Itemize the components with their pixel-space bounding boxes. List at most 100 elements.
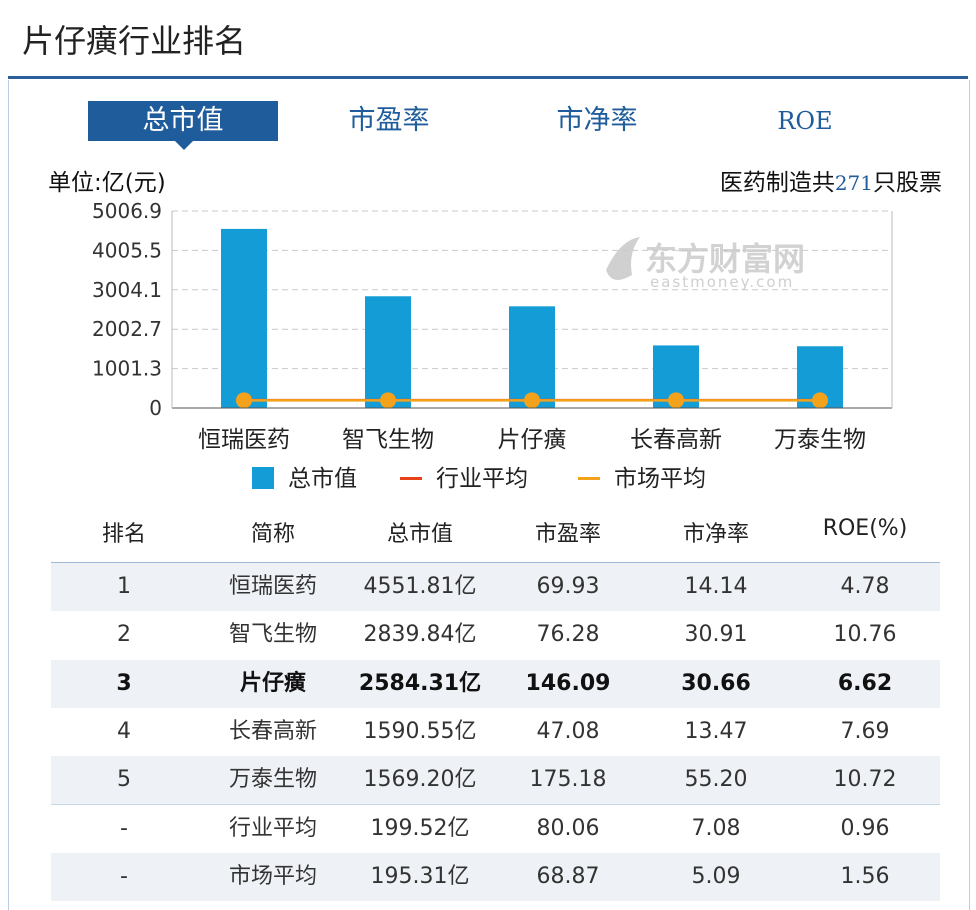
column-header: ROE(%) <box>822 516 908 541</box>
tab-market-cap[interactable]: 总市值 <box>88 101 278 141</box>
legend-line-swatch <box>578 477 600 480</box>
watermark-url: eastmoney.com <box>650 273 794 291</box>
column-header: 市盈率 <box>534 522 601 547</box>
table-cell: 68.87 <box>536 863 600 889</box>
stock-count: 医药制造共271只股票 <box>720 163 942 197</box>
table-cell: 4 <box>117 718 131 744</box>
watermark: 东方财富网 eastmoney.com <box>606 237 805 291</box>
table-cell: 1.56 <box>840 863 890 889</box>
bar-2 <box>365 296 411 408</box>
table-cell: 1 <box>117 574 131 599</box>
table-cell: 4551.81亿 <box>363 574 477 599</box>
table-header: 排名 简称 总市值 市盈率 市净率 ROE(%) <box>50 516 940 550</box>
page-title: 片仔癀行业排名 <box>22 22 247 60</box>
table-cell: 7.69 <box>840 718 890 744</box>
watermark-logo-icon <box>606 237 640 280</box>
table-cell: 2 <box>117 622 131 648</box>
table-row: - 行业平均 199.52亿 80.06 7.08 0.96 <box>51 805 940 853</box>
bar-1 <box>221 228 267 408</box>
table-row: 3 片仔癀 2584.31亿 146.09 30.66 6.62 <box>51 659 940 708</box>
table-cell: - <box>120 815 128 841</box>
tab-pb-ratio[interactable]: 市净率 <box>556 105 638 136</box>
tab-roe[interactable]: ROE <box>777 107 833 135</box>
x-tick-label: 恒瑞医药 <box>198 427 290 453</box>
table-cell: 47.08 <box>536 718 600 744</box>
table-cell: 55.20 <box>684 767 748 793</box>
column-header: 简称 <box>250 522 295 547</box>
table-cell: 片仔癀 <box>239 670 306 696</box>
table-cell: 13.47 <box>684 718 748 744</box>
table-cell: 智飞生物 <box>228 622 317 648</box>
table-cell: 市场平均 <box>228 863 317 889</box>
table-cell: 3 <box>116 670 132 696</box>
table-cell: 5 <box>117 767 131 793</box>
table-cell: 195.31亿 <box>370 863 470 889</box>
x-tick-label: 万泰生物 <box>774 427 866 453</box>
table-cell: 175.18 <box>529 767 607 793</box>
table-cell: 30.66 <box>681 670 751 696</box>
table-cell: 1590.55亿 <box>363 718 477 744</box>
table-cell: 2839.84亿 <box>363 622 477 648</box>
x-tick-label: 长春高新 <box>630 427 722 453</box>
table-cell: 1569.20亿 <box>363 767 477 793</box>
stock-count-suffix: 只股票 <box>873 170 942 196</box>
table-row: 4 长春高新 1590.55亿 47.08 13.47 7.69 <box>51 708 940 756</box>
y-tick-label: 0 <box>149 396 162 420</box>
y-tick-label: 3004.1 <box>92 278 162 302</box>
tab-pointer <box>174 140 194 150</box>
column-header: 总市值 <box>386 522 453 547</box>
table-top-rule <box>51 562 940 563</box>
table-cell: 7.08 <box>691 815 741 841</box>
table-cell: 80.06 <box>536 815 600 841</box>
ranking-panel <box>8 80 970 910</box>
y-tick-label: 4005.5 <box>92 238 162 262</box>
table-cell: 5.09 <box>691 863 741 889</box>
market-avg-point <box>524 392 540 409</box>
table-cell: 14.14 <box>684 574 748 599</box>
table-cell: 0.96 <box>840 815 890 841</box>
market-avg-point <box>236 392 252 409</box>
tab-pe-ratio[interactable]: 市盈率 <box>348 105 430 136</box>
table-cell: 4.78 <box>840 574 890 599</box>
table-row: 2 智飞生物 2839.84亿 76.28 30.91 10.76 <box>51 611 940 659</box>
table-row: 5 万泰生物 1569.20亿 175.18 55.20 10.72 <box>51 756 940 805</box>
column-header: 排名 <box>101 522 146 547</box>
market-cap-chart: 东方财富网 eastmoney.com 5006.9 4005.5 3004.1 20… <box>92 199 893 453</box>
table-row: - 市场平均 195.31亿 68.87 5.09 1.56 <box>51 852 940 901</box>
legend-market-avg: 市场平均 <box>578 464 706 494</box>
summary-divider <box>51 804 940 806</box>
table-cell: 30.91 <box>684 622 748 648</box>
table-cell: 万泰生物 <box>228 767 317 793</box>
table-cell: 10.72 <box>833 767 897 793</box>
legend-label: 总市值 <box>288 466 357 492</box>
market-avg-point <box>812 392 828 409</box>
table-cell: 146.09 <box>525 670 611 696</box>
table-cell: 恒瑞医药 <box>228 574 317 599</box>
table-cell: 10.76 <box>833 622 897 648</box>
column-header: 市净率 <box>682 522 749 547</box>
market-avg-point <box>380 392 396 409</box>
legend-market-cap: 总市值 <box>252 464 357 494</box>
table-cell: - <box>120 863 128 889</box>
x-tick-label: 片仔癀 <box>498 427 567 453</box>
title-divider <box>8 76 968 79</box>
y-tick-label: 1001.3 <box>92 357 162 381</box>
unit-label: 单位:亿(元) <box>48 170 166 196</box>
stock-count-number: 271 <box>834 171 873 195</box>
stock-count-prefix: 医药制造共 <box>719 170 835 196</box>
legend-label: 行业平均 <box>436 466 528 492</box>
legend-industry-avg: 行业平均 <box>400 464 528 494</box>
table-row: 1 恒瑞医药 4551.81亿 69.93 14.14 4.78 <box>51 563 940 611</box>
table-cell: 6.62 <box>837 670 893 696</box>
y-tick-label: 2002.7 <box>92 317 162 341</box>
table-cell: 行业平均 <box>228 815 317 841</box>
legend-line-swatch <box>400 477 422 480</box>
table-cell: 长春高新 <box>228 718 317 744</box>
table-cell: 76.28 <box>536 622 600 648</box>
bar-3 <box>509 306 555 408</box>
table-cell: 2584.31亿 <box>358 670 482 696</box>
legend-bar-swatch <box>252 467 274 489</box>
y-tick-label: 5006.9 <box>92 199 162 223</box>
market-avg-point <box>668 392 684 409</box>
watermark-name: 东方财富网 <box>645 240 805 278</box>
